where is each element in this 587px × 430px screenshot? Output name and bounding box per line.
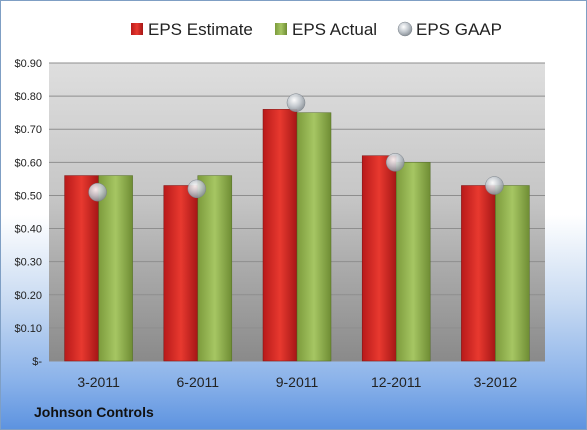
y-tick-label: $0.20 — [14, 290, 42, 302]
y-tick-label: $0.10 — [14, 323, 42, 335]
legend-swatch-eps-estimate — [131, 23, 143, 35]
y-tick-label: $0.90 — [14, 58, 42, 70]
bar-eps-estimate — [163, 185, 199, 362]
legend-marker-eps-gaap — [397, 21, 413, 37]
x-axis-ticks: 3-2011 6-2011 9-2011 12-2011 3-2012 — [77, 374, 517, 390]
y-tick-label: $0.80 — [14, 91, 42, 103]
y-tick-label: $0.40 — [14, 224, 42, 236]
bar-eps-estimate — [461, 185, 496, 362]
y-tick-label: $- — [32, 356, 42, 368]
legend-label: EPS GAAP — [416, 20, 502, 39]
marker-eps-gaap — [385, 153, 405, 172]
y-tick-label: $0.70 — [14, 124, 42, 136]
bar-eps-estimate — [361, 155, 397, 362]
legend: EPS Estimate EPS Actual EPS GAAP — [131, 20, 502, 39]
y-tick-label: $0.30 — [14, 257, 42, 269]
company-caption: Johnson Controls — [34, 404, 154, 420]
marker-eps-gaap — [88, 182, 107, 202]
gaap-markers — [88, 93, 504, 202]
legend-swatch-eps-actual — [275, 23, 287, 35]
x-tick-label: 3-2011 — [77, 374, 120, 390]
y-tick-label: $0.60 — [14, 157, 42, 169]
x-tick-label: 9-2011 — [276, 374, 319, 390]
bar-eps-estimate — [262, 109, 298, 362]
bar-eps-actual — [495, 185, 530, 362]
marker-eps-gaap — [187, 179, 207, 199]
marker-eps-gaap — [286, 93, 306, 112]
legend-label: EPS Estimate — [148, 20, 253, 39]
marker-eps-gaap — [485, 176, 504, 195]
bar-eps-actual — [296, 112, 332, 362]
y-tick-label: $0.50 — [14, 190, 42, 202]
bar-eps-actual — [395, 162, 431, 362]
y-axis-ticks: $- $0.10 $0.20 $0.30 $0.40 $0.50 $0.60 $0.70 $0.… — [14, 58, 42, 368]
bar-eps-actual — [98, 175, 133, 362]
bar-eps-actual — [197, 175, 233, 362]
bar-eps-estimate — [64, 175, 99, 362]
x-tick-label: 3-2012 — [474, 374, 518, 390]
x-tick-label: 6-2011 — [177, 374, 220, 390]
x-tick-label: 12-2011 — [371, 374, 422, 390]
legend-label: EPS Actual — [292, 20, 377, 39]
bars — [64, 109, 530, 362]
